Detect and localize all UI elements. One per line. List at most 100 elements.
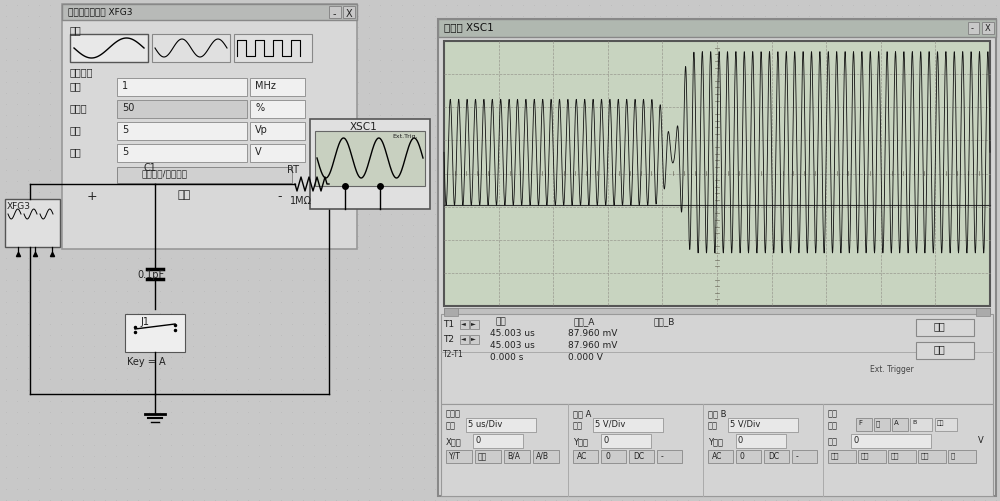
Text: Ext.Trig.: Ext.Trig.	[392, 134, 418, 139]
Bar	[473, 434, 523, 448]
Text: XFG3: XFG3	[7, 201, 31, 210]
Text: 触发: 触发	[828, 408, 838, 417]
Bar	[982, 23, 994, 35]
Text: XSC1: XSC1	[350, 122, 378, 132]
Bar	[250, 79, 305, 97]
Bar	[728, 418, 798, 432]
Text: 时间轴: 时间轴	[446, 408, 461, 417]
Bar	[125, 314, 185, 352]
Text: 45.003 us: 45.003 us	[490, 340, 535, 349]
Text: 45.003 us: 45.003 us	[490, 328, 535, 337]
Text: 保存: 保存	[934, 343, 946, 353]
Bar	[70, 35, 148, 63]
Bar	[708, 450, 733, 463]
Bar	[117, 123, 247, 141]
Text: -: -	[661, 451, 664, 460]
Text: 通道 A: 通道 A	[573, 408, 591, 417]
Text: 波形: 波形	[70, 25, 82, 35]
Bar	[62, 5, 357, 21]
Text: 时间: 时间	[496, 316, 507, 325]
Text: 0: 0	[475, 435, 480, 444]
Text: ►: ►	[471, 320, 476, 325]
Bar	[916, 342, 974, 359]
Text: 0: 0	[738, 435, 743, 444]
Bar	[117, 168, 292, 184]
Text: ◄: ◄	[461, 320, 466, 325]
Text: T1: T1	[443, 319, 454, 328]
Text: 比例: 比例	[446, 420, 456, 429]
Bar	[892, 418, 908, 431]
Bar	[470, 335, 479, 344]
Bar	[792, 450, 817, 463]
Bar	[250, 123, 305, 141]
Bar	[117, 79, 247, 97]
Text: V: V	[978, 435, 984, 444]
Text: -: -	[796, 451, 799, 460]
Text: X: X	[346, 9, 353, 19]
Text: 0: 0	[853, 435, 858, 444]
Text: 0.000 s: 0.000 s	[490, 352, 523, 361]
Text: B/A: B/A	[507, 451, 520, 460]
Bar	[948, 450, 976, 463]
Bar	[470, 320, 479, 329]
Text: Vp: Vp	[255, 125, 268, 135]
Text: 无: 无	[951, 451, 955, 458]
Text: 5 V/Div: 5 V/Div	[730, 419, 760, 428]
Bar	[152, 35, 230, 63]
Bar	[976, 309, 990, 316]
Text: RT: RT	[287, 165, 299, 175]
Bar	[460, 320, 469, 329]
Bar	[828, 450, 856, 463]
Bar	[910, 418, 932, 431]
Text: Y/T: Y/T	[449, 451, 461, 460]
Bar	[935, 418, 957, 431]
Text: Ext. Trigger: Ext. Trigger	[870, 364, 914, 373]
Text: 正弦: 正弦	[861, 451, 870, 458]
Text: 振幅: 振幅	[70, 125, 82, 135]
Bar	[601, 450, 626, 463]
Text: 加载: 加载	[478, 451, 487, 460]
Text: 5 V/Div: 5 V/Div	[595, 419, 625, 428]
Text: 0.000 V: 0.000 V	[568, 352, 603, 361]
Bar	[62, 5, 357, 249]
Text: 5 us/Div: 5 us/Div	[468, 419, 502, 428]
Text: T2-T1: T2-T1	[443, 349, 464, 358]
Bar	[851, 434, 931, 448]
Text: 反向: 反向	[934, 320, 946, 330]
Text: 信号选项: 信号选项	[70, 67, 94, 77]
Text: 1: 1	[122, 81, 128, 91]
Bar	[5, 199, 60, 247]
Text: 50: 50	[122, 103, 134, 113]
Bar	[438, 20, 996, 496]
Bar	[916, 319, 974, 336]
Bar	[657, 450, 682, 463]
Bar	[438, 20, 996, 38]
Bar	[968, 23, 979, 35]
Bar	[466, 418, 536, 432]
Text: 0: 0	[603, 435, 608, 444]
Bar	[593, 418, 663, 432]
Text: -: -	[971, 24, 974, 33]
Bar	[250, 101, 305, 119]
Bar	[444, 309, 458, 316]
Text: C1: C1	[143, 163, 156, 173]
Bar	[441, 404, 993, 496]
Bar	[329, 7, 341, 19]
Bar	[343, 7, 355, 19]
Bar	[918, 450, 946, 463]
Text: -: -	[333, 9, 336, 19]
Bar	[117, 101, 247, 119]
Text: ►: ►	[471, 335, 476, 340]
Text: 0: 0	[605, 451, 610, 460]
Text: %: %	[255, 103, 264, 113]
Text: 比例: 比例	[708, 420, 718, 429]
Text: 偏移: 偏移	[70, 147, 82, 157]
Text: -: -	[277, 189, 282, 202]
Text: 87.960 mV: 87.960 mV	[568, 328, 617, 337]
Text: X位置: X位置	[446, 436, 462, 445]
Text: Y位置: Y位置	[708, 436, 723, 445]
Bar	[460, 335, 469, 344]
Text: 0.1pF: 0.1pF	[137, 270, 164, 280]
Text: V: V	[255, 147, 262, 157]
Text: ◄: ◄	[461, 335, 466, 340]
